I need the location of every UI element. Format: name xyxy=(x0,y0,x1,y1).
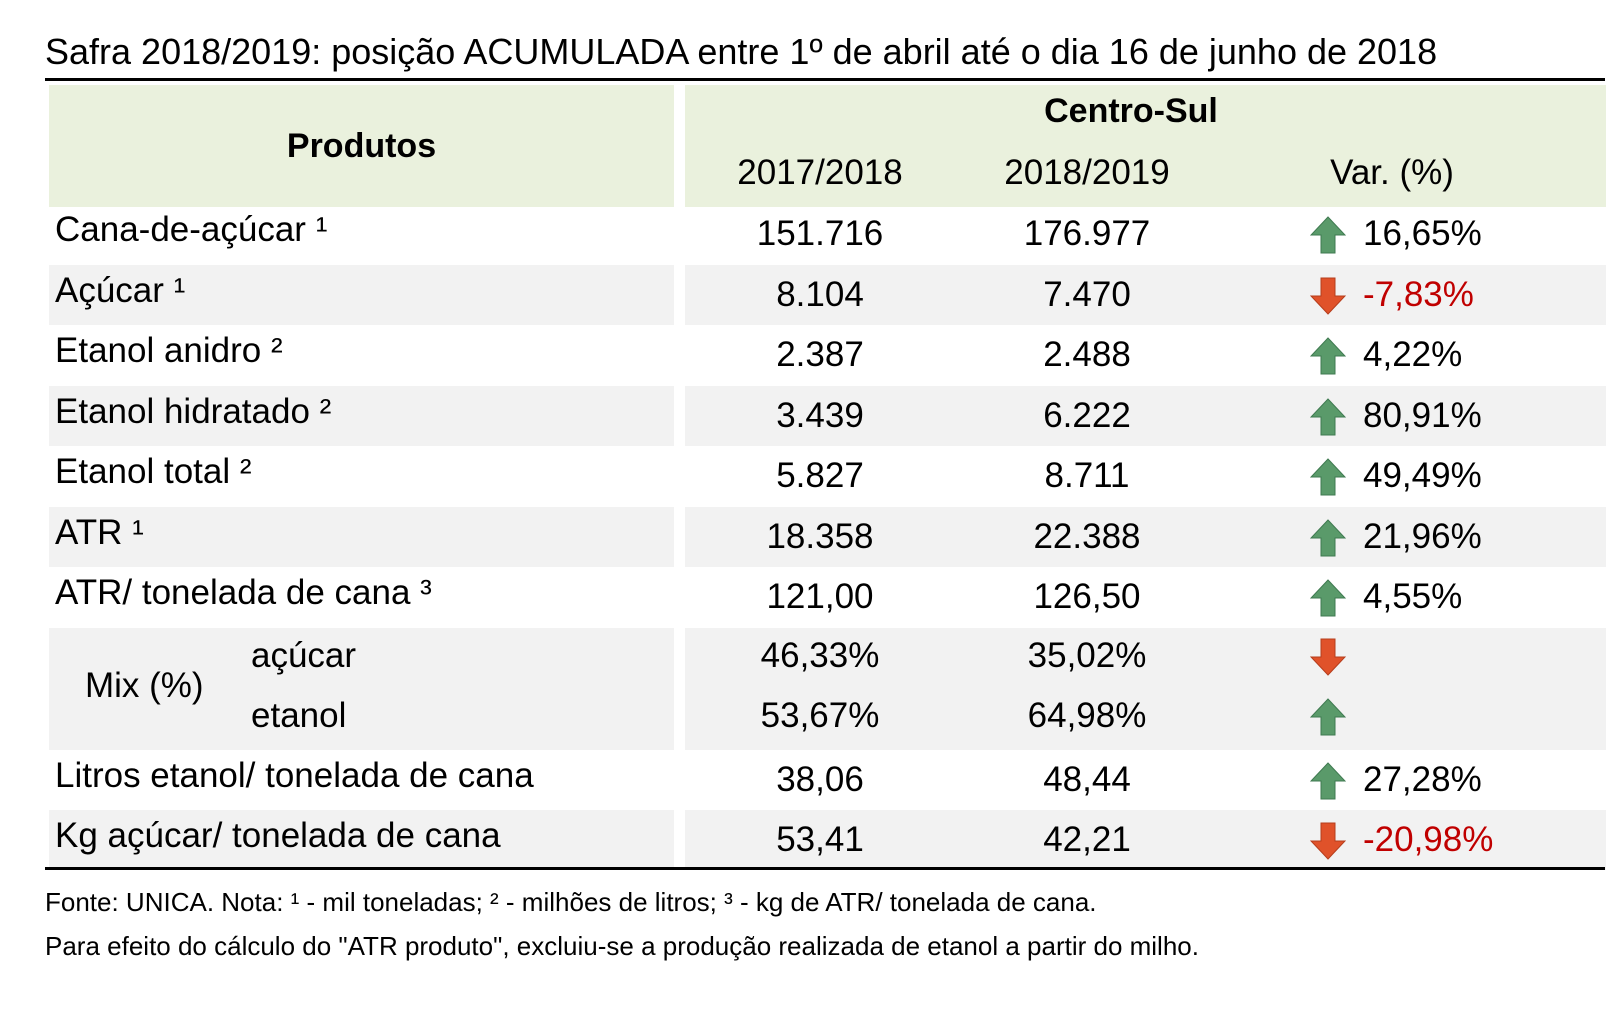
value-2018-2019: 6.222 xyxy=(1043,395,1131,435)
header-produtos: Produtos xyxy=(49,85,674,207)
row-bg-right xyxy=(685,264,1606,325)
table-row: Etanol total ² 5.827 8.711 49,49% xyxy=(49,446,1606,506)
header-produtos-label: Produtos xyxy=(286,126,437,165)
value-2017-2018: 18.358 xyxy=(766,516,874,556)
mix-bg-right xyxy=(685,628,1606,750)
variation-value: 49,49% xyxy=(1363,456,1482,495)
table-row: Litros etanol/ tonelada de cana 38,06 48,4… xyxy=(49,750,1606,810)
table-row: Cana-de-açúcar ¹ 151.716 176.977 16,65% xyxy=(49,204,1606,264)
value-2017-2018: 38,06 xyxy=(776,760,864,799)
variation-value: 4,55% xyxy=(1363,577,1463,616)
arrow-up-icon xyxy=(1310,762,1346,800)
row-label: Etanol hidratado ² xyxy=(55,391,332,431)
mix-value-2018-2019: 35,02% xyxy=(1027,636,1147,675)
row-label: Cana-de-açúcar ¹ xyxy=(55,210,328,249)
row-bg-right xyxy=(685,810,1606,870)
value-2017-2018: 2.387 xyxy=(776,335,864,374)
variation-value: 16,65% xyxy=(1363,214,1482,253)
row-bg-right xyxy=(685,506,1606,567)
value-2017-2018: 5.827 xyxy=(776,456,864,495)
value-2018-2019: 42,21 xyxy=(1043,820,1131,859)
value-2017-2018: 8.104 xyxy=(776,274,864,314)
variation-value: -20,98% xyxy=(1363,820,1494,859)
arrow-down-icon xyxy=(1310,822,1346,860)
row-bg-right xyxy=(685,385,1606,446)
variation-value: -7,83% xyxy=(1363,274,1474,314)
variation-value: 27,28% xyxy=(1363,760,1482,799)
value-2018-2019: 8.711 xyxy=(1044,456,1130,495)
row-bg-left xyxy=(49,810,674,870)
header-col-2017-2018: 2017/2018 xyxy=(737,153,903,192)
value-2017-2018: 151.716 xyxy=(756,214,884,253)
mix-row-group: Mix (%) açúcar 46,33% 35,02% etanol 53,67% 64… xyxy=(49,628,1606,750)
table-row: Kg açúcar/ tonelada de cana 53,41 42,21 -20… xyxy=(49,810,1606,870)
value-2018-2019: 2.488 xyxy=(1043,335,1131,374)
mix-bg-left xyxy=(49,628,674,750)
value-2017-2018: 121,00 xyxy=(766,577,874,616)
arrow-down-icon xyxy=(1310,638,1346,676)
value-2017-2018: 3.439 xyxy=(776,395,864,435)
arrow-down-icon xyxy=(1310,277,1346,315)
header-col-2018-2019: 2018/2019 xyxy=(1004,153,1170,192)
bottom-rule xyxy=(45,867,1605,870)
mix-label: Mix (%) xyxy=(85,666,204,705)
row-label: Litros etanol/ tonelada de cana xyxy=(55,756,534,795)
value-2018-2019: 126,50 xyxy=(1033,577,1141,616)
value-2017-2018: 53,41 xyxy=(776,820,864,859)
variation-value: 21,96% xyxy=(1363,516,1482,556)
arrow-up-icon xyxy=(1310,458,1346,496)
value-2018-2019: 22.388 xyxy=(1033,516,1141,556)
table-title: Safra 2018/2019: posição ACUMULADA entre… xyxy=(45,31,1438,72)
table-row: Etanol anidro ² 2.387 2.488 4,22% xyxy=(49,325,1606,385)
value-2018-2019: 48,44 xyxy=(1043,760,1131,799)
arrow-up-icon xyxy=(1310,397,1346,435)
header-region: Centro-Sul 2017/2018 2018/2019 Var. (%) xyxy=(685,85,1606,207)
row-label: Etanol anidro ² xyxy=(55,331,283,370)
row-bg-left xyxy=(49,385,674,446)
variation-value: 80,91% xyxy=(1363,395,1482,435)
top-rule xyxy=(45,78,1605,81)
arrow-up-icon xyxy=(1310,518,1346,556)
mix-sub-label: açúcar xyxy=(251,636,357,675)
table-row: ATR ¹ 18.358 22.388 21,96% xyxy=(49,506,1606,567)
calculation-note: Para efeito do cálculo do "ATR produto",… xyxy=(45,931,1199,961)
arrow-up-icon xyxy=(1310,337,1346,375)
mix-value-2017-2018: 53,67% xyxy=(760,696,880,735)
mix-sub-label: etanol xyxy=(251,696,347,735)
table-row: Açúcar ¹ 8.104 7.470 -7,83% xyxy=(49,264,1606,325)
table-row: ATR/ tonelada de cana ³ 121,00 126,50 4,55% xyxy=(49,567,1606,627)
row-label: Kg açúcar/ tonelada de cana xyxy=(55,816,501,855)
row-label: Etanol total ² xyxy=(55,452,252,491)
arrow-up-icon xyxy=(1310,698,1346,736)
arrow-up-icon xyxy=(1310,579,1346,617)
row-bg-left xyxy=(49,264,674,325)
value-2018-2019: 176.977 xyxy=(1023,214,1151,253)
row-bg-left xyxy=(49,506,674,567)
source-note: Fonte: UNICA. Nota: ¹ - mil toneladas; ²… xyxy=(45,887,1097,917)
mix-value-2018-2019: 64,98% xyxy=(1027,696,1147,735)
row-label: Açúcar ¹ xyxy=(55,270,186,310)
header-region-label: Centro-Sul xyxy=(1044,92,1218,130)
row-label: ATR/ tonelada de cana ³ xyxy=(55,573,432,612)
variation-value: 4,22% xyxy=(1363,335,1463,374)
value-2018-2019: 7.470 xyxy=(1043,274,1131,314)
mix-value-2017-2018: 46,33% xyxy=(760,636,880,675)
arrow-up-icon xyxy=(1310,216,1346,254)
header-col-variation: Var. (%) xyxy=(1330,153,1454,192)
row-label: ATR ¹ xyxy=(55,512,144,552)
table-row: Etanol hidratado ² 3.439 6.222 80,91% xyxy=(49,385,1606,446)
